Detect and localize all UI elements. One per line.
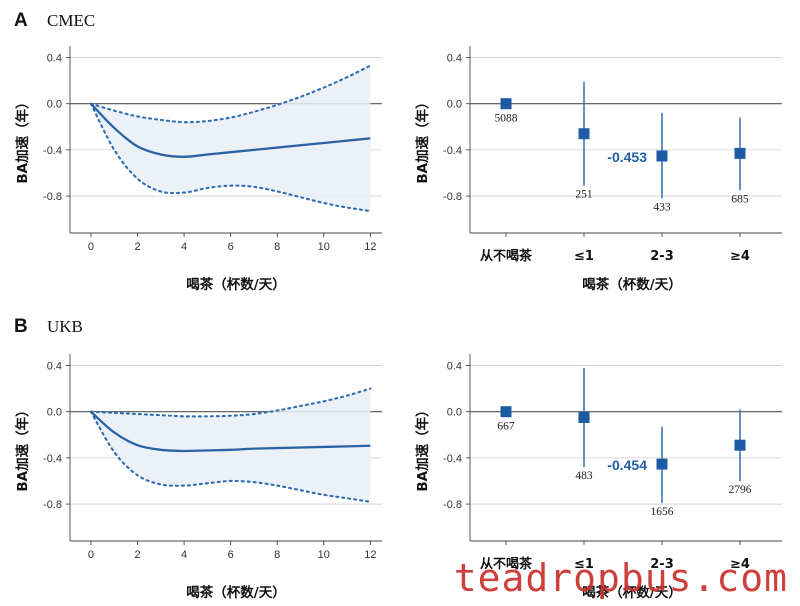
point-estimate-marker (578, 128, 590, 140)
y-tick-label: 0.4 (447, 361, 462, 373)
sample-size-label: 1656 (651, 506, 674, 518)
y-tick-label: -0.4 (43, 453, 62, 465)
category-tick-label: ≥4 (730, 249, 750, 264)
panel-b-cohort: UKB (47, 317, 83, 336)
x-tick-label: 0 (88, 549, 94, 561)
y-tick-label: -0.8 (43, 499, 62, 511)
y-tick-label: -0.8 (443, 191, 462, 203)
lower-ci-line (89, 102, 372, 213)
x-tick-label: 6 (228, 549, 234, 561)
confidence-band (90, 65, 371, 212)
y-tick-label: -0.4 (43, 145, 62, 157)
panel-b-header: B UKB (14, 316, 83, 337)
panel-a-cohort: CMEC (47, 11, 95, 30)
y-tick-label: 0.0 (447, 407, 462, 419)
category-tick-label: 2-3 (650, 557, 674, 572)
upper-ci-line (89, 64, 372, 124)
x-tick-label: 0 (88, 241, 94, 253)
category-tick-label: ≤1 (574, 557, 594, 572)
watermark-text: teadropbus.com (453, 556, 788, 600)
point-estimate-marker (656, 458, 668, 470)
estimate-line (90, 102, 371, 158)
y-tick-label: 0.0 (47, 407, 62, 419)
category-tick-label: ≤1 (574, 249, 594, 264)
y-tick-label: -0.8 (43, 191, 62, 203)
panel-a-header: A CMEC (14, 10, 95, 31)
x-tick-label: 2 (134, 241, 140, 253)
x-tick-label: 8 (274, 549, 280, 561)
effect-annotation: -0.454 (607, 457, 647, 473)
sample-size-label: 667 (497, 421, 515, 433)
panel-0-chart-1: 0.4 0.0 -0.4 -0.8 BA加速（年） 喝茶（杯数/天） 从不喝茶 5088 ≤1 2… (414, 46, 782, 293)
x-axis-label: 喝茶（杯数/天） (582, 584, 681, 601)
y-tick-label: 0.4 (47, 361, 62, 373)
sample-size-label: 483 (575, 470, 593, 482)
panel-b-letter: B (14, 316, 28, 337)
y-axis-label: BA加速（年） (14, 403, 31, 491)
x-axis-label: 喝茶（杯数/天） (582, 276, 681, 293)
point-estimate-marker (656, 150, 668, 162)
estimate-line (90, 410, 371, 453)
y-tick-label: -0.4 (443, 145, 462, 157)
point-estimate-marker (500, 98, 512, 110)
y-tick-label: -0.4 (443, 453, 462, 465)
point-estimate-marker (500, 406, 512, 418)
x-tick-label: 12 (364, 549, 376, 561)
effect-annotation: -0.453 (607, 149, 647, 165)
x-tick-label: 2 (134, 549, 140, 561)
x-tick-label: 10 (318, 549, 330, 561)
point-estimate-marker (578, 411, 590, 423)
confidence-band (90, 388, 371, 502)
y-tick-label: 0.4 (447, 53, 462, 65)
category-tick-label: 从不喝茶 (480, 248, 533, 264)
category-tick-label: 2-3 (650, 249, 674, 264)
panel-0-chart-0: 0.4 0.0 -0.4 -0.8 BA加速（年） 喝茶（杯数/天） 0 2 4 6 8 10 12 (14, 46, 382, 293)
y-tick-label: 0.0 (47, 99, 62, 111)
upper-ci-line (89, 387, 372, 418)
panel-1-chart-1: 0.4 0.0 -0.4 -0.8 BA加速（年） 喝茶（杯数/天） 从不喝茶 667 ≤1 48… (414, 354, 782, 601)
x-tick-label: 4 (181, 549, 187, 561)
x-axis-label: 喝茶（杯数/天） (186, 276, 285, 293)
x-axis-label: 喝茶（杯数/天） (186, 584, 285, 601)
y-axis-label: BA加速（年） (414, 95, 431, 183)
category-tick-label: ≥4 (730, 557, 750, 572)
y-axis-label: BA加速（年） (14, 95, 31, 183)
y-tick-label: 0.0 (447, 99, 462, 111)
x-tick-label: 10 (318, 241, 330, 253)
lower-ci-line (89, 410, 372, 503)
x-tick-label: 12 (364, 241, 376, 253)
y-axis-label: BA加速（年） (414, 403, 431, 491)
sample-size-label: 433 (653, 201, 671, 213)
category-tick-label: 从不喝茶 (480, 556, 533, 572)
point-estimate-marker (734, 147, 746, 159)
x-tick-label: 6 (228, 241, 234, 253)
x-tick-label: 8 (274, 241, 280, 253)
point-estimate-marker (734, 439, 746, 451)
sample-size-label: 2796 (729, 484, 752, 496)
y-tick-label: 0.4 (47, 53, 62, 65)
sample-size-label: 685 (731, 193, 749, 205)
y-tick-label: -0.8 (443, 499, 462, 511)
panel-a-letter: A (14, 10, 28, 31)
x-tick-label: 4 (181, 241, 187, 253)
panel-1-chart-0: 0.4 0.0 -0.4 -0.8 BA加速（年） 喝茶（杯数/天） 0 2 4 6 8 10 12 (14, 354, 382, 601)
sample-size-label: 251 (575, 189, 593, 201)
sample-size-label: 5088 (495, 113, 518, 125)
